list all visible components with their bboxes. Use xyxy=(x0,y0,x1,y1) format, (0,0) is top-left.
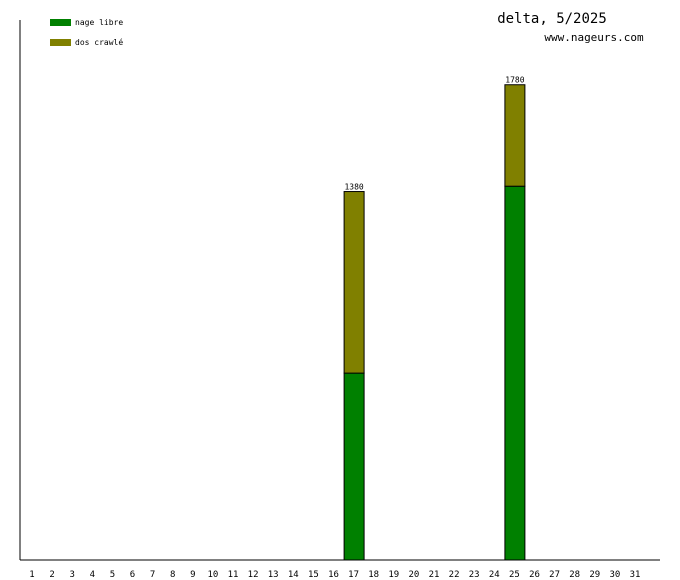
bar-segment-nage-libre xyxy=(504,185,526,561)
x-tick-label: 11 xyxy=(228,570,239,580)
bar-segment-nage-libre xyxy=(343,372,365,561)
x-tick-label: 3 xyxy=(69,570,74,580)
x-tick-label: 17 xyxy=(348,570,359,580)
chart-axes xyxy=(19,20,660,561)
legend-swatch xyxy=(50,39,71,46)
x-tick-label: 10 xyxy=(207,570,218,580)
x-tick-label: 30 xyxy=(609,570,620,580)
chart-total-labels: 1380 1780 xyxy=(344,76,524,192)
bar-segment-dos-crawlé xyxy=(343,191,365,374)
x-tick-label: 15 xyxy=(308,570,319,580)
chart-subtitle: www.nageurs.com xyxy=(544,31,644,44)
chart-x-tick-labels: 1 2 3 4 5 6 7 8 9 10 11 12 13 14 15 16 17 18 19 20 21 22 23 24 2… xyxy=(29,570,640,580)
x-tick-label: 26 xyxy=(529,570,540,580)
x-tick-label: 16 xyxy=(328,570,339,580)
x-tick-label: 6 xyxy=(130,570,135,580)
x-tick-label: 19 xyxy=(388,570,399,580)
x-tick-label: 31 xyxy=(630,570,641,580)
legend-label: nage libre xyxy=(75,18,123,27)
bar-total-label: 1380 xyxy=(344,183,363,192)
x-tick-label: 12 xyxy=(248,570,259,580)
x-tick-label: 5 xyxy=(110,570,115,580)
legend-swatch xyxy=(50,19,71,26)
x-tick-label: 14 xyxy=(288,570,299,580)
x-tick-label: 20 xyxy=(408,570,419,580)
x-tick-label: 7 xyxy=(150,570,155,580)
x-tick-label: 1 xyxy=(29,570,34,580)
bar-total-label: 1780 xyxy=(505,76,524,85)
chart-bars xyxy=(343,84,526,561)
x-tick-label: 25 xyxy=(509,570,520,580)
x-tick-label: 4 xyxy=(90,570,95,580)
x-tick-label: 8 xyxy=(170,570,175,580)
bar-segment-dos-crawlé xyxy=(504,84,526,187)
chart-legend: nage libre dos crawlé xyxy=(50,18,123,47)
x-tick-label: 21 xyxy=(429,570,440,580)
chart-title: delta, 5/2025 xyxy=(497,11,607,27)
x-tick-label: 23 xyxy=(469,570,480,580)
legend-label: dos crawlé xyxy=(75,37,123,47)
x-tick-label: 28 xyxy=(569,570,580,580)
x-tick-label: 9 xyxy=(190,570,195,580)
x-tick-label: 29 xyxy=(589,570,600,580)
x-tick-label: 2 xyxy=(49,570,54,580)
x-tick-label: 24 xyxy=(489,570,500,580)
x-tick-label: 18 xyxy=(368,570,379,580)
x-tick-label: 13 xyxy=(268,570,279,580)
x-tick-label: 22 xyxy=(449,570,460,580)
x-tick-label: 27 xyxy=(549,570,560,580)
